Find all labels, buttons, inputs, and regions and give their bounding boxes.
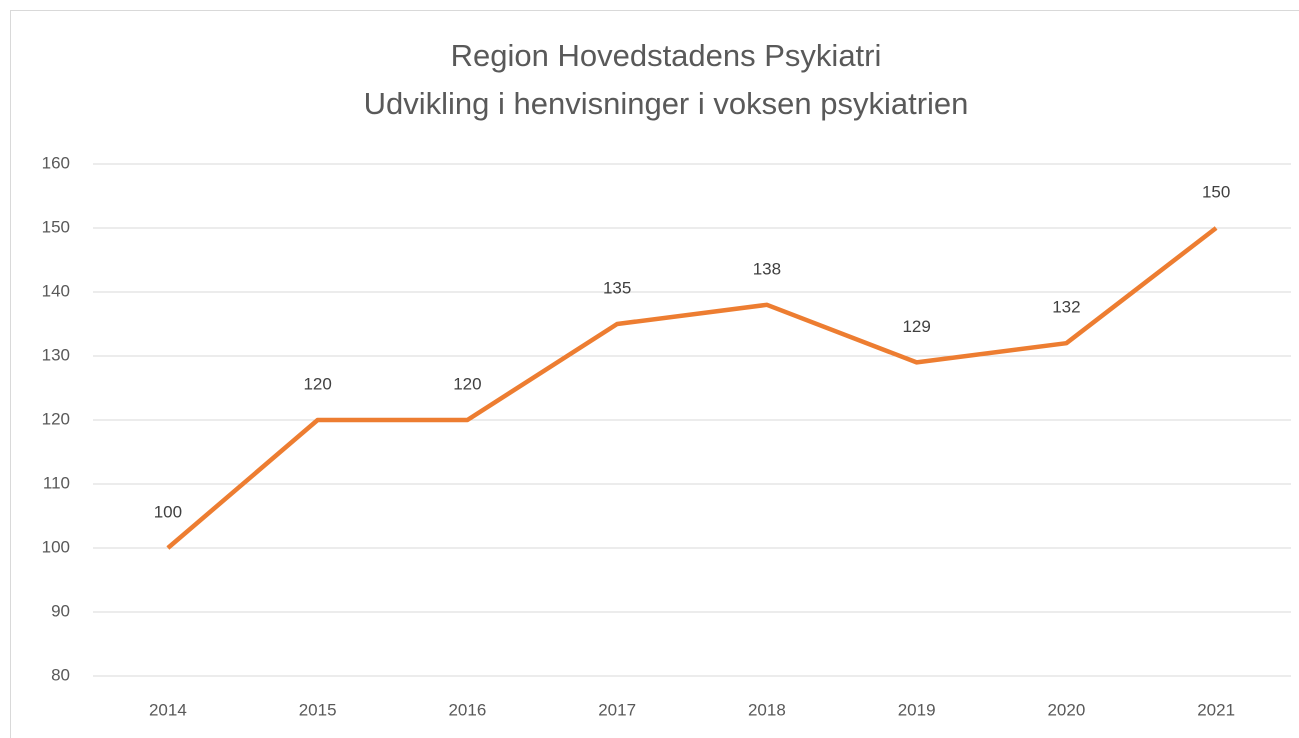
chart-title: Udvikling i henvisninger i voksen psykia… [364,86,969,121]
chart-title: Region Hovedstadens Psykiatri [451,38,882,73]
y-tick-label: 90 [51,601,70,620]
x-tick-label: 2017 [598,700,636,719]
series-line [166,226,1218,550]
y-tick-label: 120 [42,409,70,428]
chart-frame [10,10,1299,738]
y-tick-label: 160 [42,153,70,172]
x-tick-label: 2018 [748,700,786,719]
data-label: 100 [154,502,182,521]
data-label: 150 [1202,182,1230,201]
y-tick-label: 140 [42,281,70,300]
x-tick-label: 2015 [299,700,337,719]
x-tick-label: 2014 [149,700,187,719]
x-tick-label: 2020 [1047,700,1085,719]
y-tick-label: 130 [42,345,70,364]
data-label: 120 [453,374,481,393]
data-label: 120 [303,374,331,393]
x-tick-label: 2019 [898,700,936,719]
x-tick-label: 2021 [1197,700,1235,719]
y-tick-label: 110 [43,473,70,492]
data-label: 135 [603,278,631,297]
data-label: 138 [753,259,781,278]
y-tick-label: 150 [42,217,70,236]
y-tick-label: 100 [42,537,70,556]
x-tick-label: 2016 [448,700,486,719]
data-label: 132 [1052,298,1080,317]
data-label: 129 [902,317,930,336]
y-tick-label: 80 [51,665,70,684]
